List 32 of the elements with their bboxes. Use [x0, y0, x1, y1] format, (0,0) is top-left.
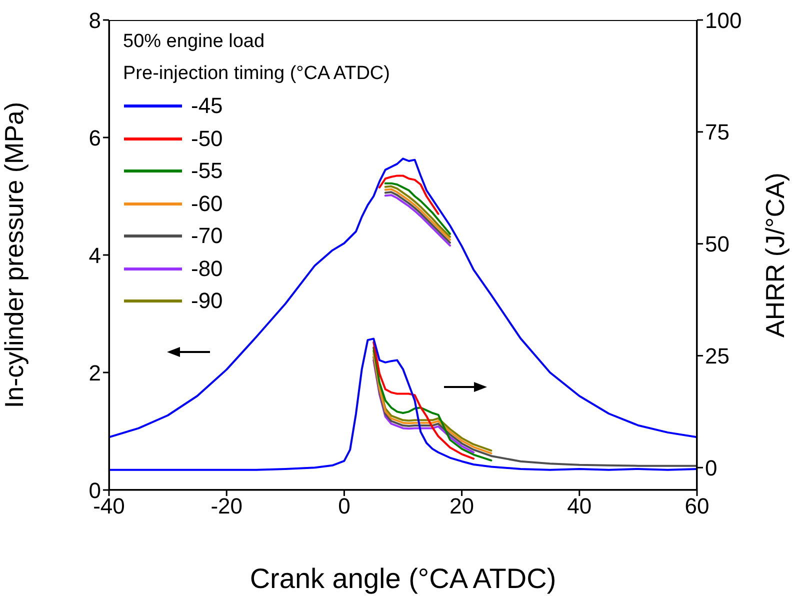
y2-tick-label: 0	[705, 455, 718, 480]
y-tick-label: 6	[88, 125, 101, 150]
y2-tick-label: 25	[705, 344, 730, 369]
line-series	[372, 341, 475, 460]
legend-label: -80	[191, 254, 223, 283]
line-series	[109, 158, 697, 438]
line-series	[378, 174, 440, 215]
legend-label: -70	[191, 222, 223, 250]
legend-title: Pre-injection timing (°CA ATDC)	[123, 62, 390, 86]
y2-axis-title: AHRR (J/°CA)	[760, 172, 790, 338]
annotation: 50% engine load	[123, 30, 266, 54]
x-axis-title: Crank angle (°CA ATDC)	[250, 563, 556, 594]
legend-label: -45	[191, 92, 223, 120]
x-tick-label: -20	[210, 494, 242, 519]
legend-label: -50	[191, 124, 223, 153]
y-tick-label: 4	[88, 242, 101, 268]
y2-tick-label: 75	[705, 120, 730, 145]
line-series	[372, 356, 697, 467]
x-tick-label: 0	[338, 494, 350, 519]
x-tick-label: 20	[450, 494, 474, 519]
y2-tick-label: 50	[705, 232, 730, 257]
y-axis-title: In-cylinder pressure (MPa)	[0, 102, 30, 408]
legend-label: -55	[191, 157, 223, 186]
y-tick-label: 2	[88, 360, 101, 386]
line-series	[372, 359, 475, 454]
x-tick-label: 40	[567, 494, 592, 519]
line-series	[109, 338, 697, 471]
y-tick-label: 8	[88, 8, 101, 33]
x-tick-label: 60	[684, 494, 710, 519]
y2-tick-label: 100	[705, 8, 742, 33]
legend-label: -60	[191, 190, 223, 218]
legend-label: -90	[191, 287, 223, 316]
